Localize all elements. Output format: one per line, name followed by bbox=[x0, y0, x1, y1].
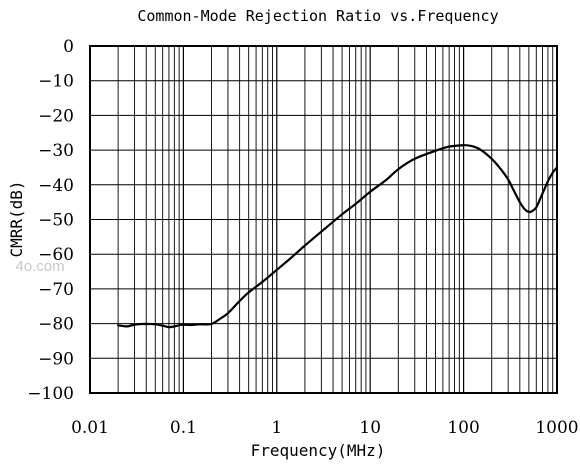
y-tick-label: −40 bbox=[38, 176, 74, 196]
x-tick-label: 10 bbox=[359, 418, 381, 438]
x-tick-label: 0.1 bbox=[170, 418, 197, 438]
y-tick-label: −60 bbox=[38, 245, 74, 265]
grid bbox=[90, 46, 557, 393]
y-tick-label: −70 bbox=[38, 280, 74, 300]
y-tick-label: −20 bbox=[38, 106, 74, 126]
y-tick-label: −30 bbox=[38, 141, 74, 161]
y-axis-label: CMRR(dB) bbox=[7, 180, 26, 257]
y-tick-label: −80 bbox=[38, 315, 74, 335]
x-tick-label: 100 bbox=[447, 418, 479, 438]
y-tick-label: 0 bbox=[63, 37, 74, 57]
x-tick-label: 1 bbox=[271, 418, 282, 438]
y-tick-label: −50 bbox=[38, 211, 74, 231]
cmrr-series-line bbox=[117, 144, 559, 329]
y-tick-label: −90 bbox=[38, 349, 74, 369]
chart-title: Common-Mode Rejection Ratio vs.Frequency bbox=[137, 7, 498, 25]
x-tick-label: 1000 bbox=[535, 418, 578, 438]
plot-frame bbox=[89, 45, 558, 394]
x-tick-label: 0.01 bbox=[71, 418, 109, 438]
y-tick-label: −10 bbox=[38, 72, 74, 92]
y-tick-label: −100 bbox=[27, 384, 74, 404]
watermark: 4o.com bbox=[15, 258, 64, 275]
tick-labels: 0.01 0.1 1 10 100 1000 0 −10 −20 −30 −40 −50 −60 −70 −… bbox=[27, 37, 578, 438]
x-axis-label: Frequency(MHz) bbox=[251, 441, 386, 460]
